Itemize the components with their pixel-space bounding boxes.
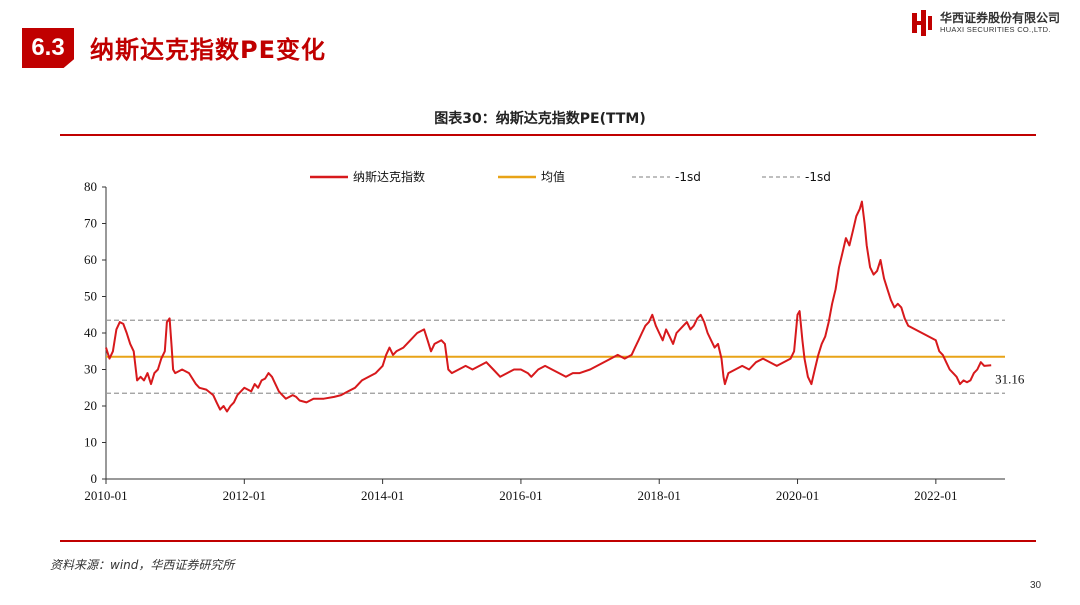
y-tick-label: 10 (84, 435, 97, 450)
y-tick-label: 0 (91, 471, 98, 486)
x-tick-label: 2012-01 (223, 488, 266, 503)
footer-divider (60, 540, 1036, 542)
y-tick-label: 50 (84, 289, 97, 304)
page-number: 30 (1030, 580, 1042, 591)
section-title: 纳斯达克指数PE变化 (90, 36, 326, 64)
y-tick-label: 40 (84, 325, 97, 340)
logo-english-name: HUAXI SECURITIES CO.,LTD. (940, 25, 1051, 34)
legend-label: 纳斯达克指数 (353, 169, 425, 184)
x-tick-label: 2016-01 (499, 488, 542, 503)
y-tick-label: 30 (84, 362, 97, 377)
chart-title: 图表30：纳斯达克指数PE(TTM) (434, 111, 646, 127)
source-note: 资料来源：wind，华西证券研究所 (50, 558, 235, 572)
legend-label: -1sd (805, 170, 831, 184)
x-tick-label: 2022-01 (914, 488, 957, 503)
end-value-label: 31.16 (995, 371, 1025, 386)
x-tick-label: 2018-01 (638, 488, 681, 503)
huaxi-logo-icon (912, 10, 934, 36)
section-number-badge: 6.3 (22, 28, 74, 68)
legend-label: 均值 (541, 169, 565, 184)
y-tick-label: 80 (84, 179, 97, 194)
x-tick-label: 2014-01 (361, 488, 404, 503)
y-tick-label: 60 (84, 252, 97, 267)
title-divider (60, 134, 1036, 136)
x-tick-label: 2020-01 (776, 488, 819, 503)
y-tick-label: 70 (84, 216, 97, 231)
y-tick-label: 20 (84, 398, 97, 413)
pe-series-line (105, 200, 992, 413)
legend-label: -1sd (675, 170, 701, 184)
logo-chinese-name: 华西证券股份有限公司 (940, 11, 1061, 25)
x-tick-label: 2010-01 (84, 488, 127, 503)
company-logo: 华西证券股份有限公司 HUAXI SECURITIES CO.,LTD. (912, 10, 1060, 36)
